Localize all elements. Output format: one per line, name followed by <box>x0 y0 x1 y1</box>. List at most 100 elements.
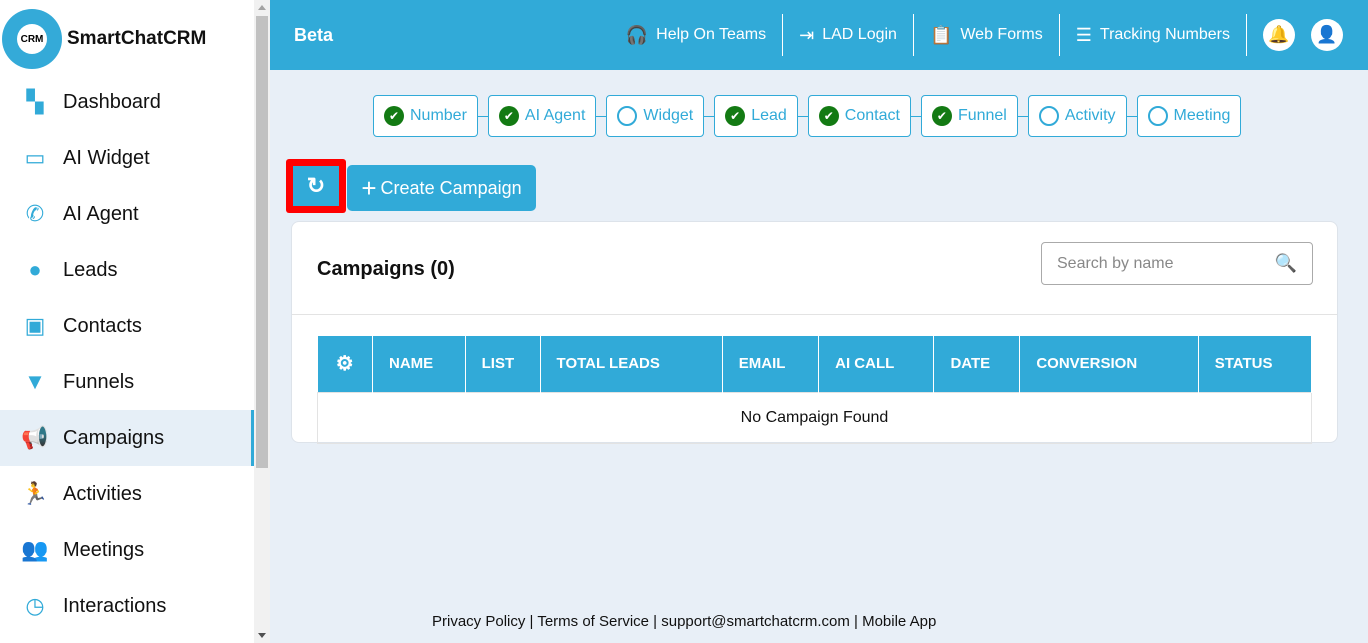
list-icon: ☰ <box>1075 24 1092 45</box>
sidebar-item-label: AI Agent <box>63 202 139 225</box>
sidebar-item-label: Meetings <box>63 538 145 561</box>
step-meeting[interactable]: Meeting <box>1136 95 1242 137</box>
phone-icon: ✆ <box>25 201 45 226</box>
scroll-thumb[interactable] <box>256 16 268 468</box>
scroll-down-icon[interactable] <box>258 633 266 638</box>
page-title: Campaigns (0) <box>317 258 455 280</box>
nav-link-label: Tracking Numbers <box>1099 26 1230 43</box>
sidebar-item-label: Dashboard <box>63 90 161 113</box>
plus-icon: + <box>361 172 377 203</box>
column-header[interactable]: EMAIL <box>722 336 820 392</box>
sidebar-scrollbar[interactable] <box>254 0 270 643</box>
sidebar-item-leads[interactable]: ● Leads <box>0 242 254 298</box>
step-connector <box>910 115 921 117</box>
step-connector <box>1126 115 1137 117</box>
nav-link-lad-login[interactable]: ⇥ LAD Login <box>783 14 914 56</box>
nav-link-tracking-numbers[interactable]: ☰ Tracking Numbers <box>1060 14 1247 56</box>
user-icon: ● <box>28 257 42 282</box>
step-label: Meeting <box>1173 107 1231 124</box>
step-connector <box>1017 115 1028 117</box>
sidebar-item-label: Funnels <box>63 370 135 393</box>
footer-links[interactable]: Privacy Policy | Terms of Service | supp… <box>432 613 937 630</box>
search-input[interactable]: Search by name 🔍 <box>1041 242 1313 285</box>
check-circle-icon: ✔ <box>384 106 404 126</box>
contacts-icon: ▣ <box>24 313 46 338</box>
refresh-icon: ↻ <box>293 166 339 206</box>
logo[interactable]: CRM SmartChatCRM <box>2 9 206 69</box>
check-circle-icon: ✔ <box>931 106 952 126</box>
search-icon[interactable]: 🔍 <box>1274 253 1297 273</box>
campaigns-card: Campaigns (0) Search by name 🔍 ⚙ NAME LIST T… <box>291 221 1338 444</box>
logo-icon: CRM <box>2 9 62 69</box>
nav-link-label: Help On Teams <box>656 26 767 43</box>
bell-icon[interactable]: 🔔 <box>1263 19 1295 51</box>
sidebar-item-label: Leads <box>63 258 118 281</box>
beta-label: Beta <box>294 25 334 45</box>
column-header[interactable]: TOTAL LEADS <box>540 336 723 392</box>
check-circle-icon: ✔ <box>498 106 519 126</box>
sidebar-item-funnels[interactable]: ▼ Funnels <box>0 354 254 410</box>
gear-icon[interactable]: ⚙ <box>317 336 373 392</box>
empty-message: No Campaign Found <box>317 391 1312 444</box>
step-ai-agent[interactable]: ✔ AI Agent <box>487 95 597 137</box>
empty-circle-icon <box>1147 106 1168 126</box>
running-icon: 🏃 <box>21 481 49 506</box>
step-activity[interactable]: Activity <box>1027 95 1127 137</box>
step-contact[interactable]: ✔ Contact <box>807 95 911 137</box>
column-header[interactable]: STATUS <box>1198 336 1313 392</box>
sidebar-item-campaigns[interactable]: 📢 Campaigns <box>0 410 254 466</box>
sidebar-item-label: Contacts <box>63 314 142 337</box>
clipboard-icon: 📋 <box>929 24 953 45</box>
step-label: Lead <box>751 107 787 124</box>
sidebar: CRM SmartChatCRM ▚ Dashboard ▭ AI Widget ✆ AI… <box>0 0 254 643</box>
megaphone-icon: 📢 <box>21 425 49 450</box>
step-label: AI Agent <box>524 107 586 124</box>
sidebar-item-contacts[interactable]: ▣ Contacts <box>0 298 254 354</box>
column-header[interactable]: NAME <box>372 336 466 392</box>
step-connector <box>596 115 607 117</box>
clock-icon: ◷ <box>25 593 45 618</box>
step-label: Widget <box>643 107 694 124</box>
step-label: Number <box>410 107 467 124</box>
divider <box>292 314 1337 315</box>
check-circle-icon: ✔ <box>818 106 839 126</box>
column-header[interactable]: LIST <box>465 336 541 392</box>
step-label: Contact <box>844 107 900 124</box>
table-row: No Campaign Found <box>317 391 1312 444</box>
refresh-button[interactable]: ↻ <box>286 159 346 213</box>
sidebar-item-dashboard[interactable]: ▚ Dashboard <box>0 74 254 130</box>
check-circle-icon: ✔ <box>725 106 746 126</box>
campaigns-table: ⚙ NAME LIST TOTAL LEADS EMAIL AI CALL DATE CONV… <box>317 336 1313 444</box>
step-lead[interactable]: ✔ Lead <box>714 95 798 137</box>
empty-circle-icon <box>617 106 638 126</box>
step-number[interactable]: ✔ Number <box>373 95 478 137</box>
create-campaign-button[interactable]: + Create Campaign <box>347 165 536 211</box>
setup-steps: ✔ Number ✔ AI Agent Widget ✔ Lead ✔ Contact ✔ Funn… <box>373 95 1242 137</box>
column-header[interactable]: DATE <box>933 336 1021 392</box>
nav-link-help-on-teams[interactable]: 🎧 Help On Teams <box>610 14 784 56</box>
sidebar-item-activities[interactable]: 🏃 Activities <box>0 466 254 522</box>
profile-avatar[interactable]: 👤 <box>1311 19 1343 51</box>
nav-link-web-forms[interactable]: 📋 Web Forms <box>914 14 1060 56</box>
headset-icon: 🎧 <box>625 24 649 45</box>
step-label: Funnel <box>957 107 1007 124</box>
sidebar-item-meetings[interactable]: 👥 Meetings <box>0 522 254 578</box>
column-header[interactable]: AI CALL <box>818 336 935 392</box>
sidebar-item-label: Activities <box>63 482 142 505</box>
step-connector <box>797 115 808 117</box>
sidebar-item-label: Campaigns <box>63 426 165 449</box>
sidebar-item-ai-widget[interactable]: ▭ AI Widget <box>0 130 254 186</box>
nav-link-label: Web Forms <box>960 26 1043 43</box>
scroll-up-icon[interactable] <box>258 5 266 10</box>
users-icon: 👥 <box>21 537 49 562</box>
sidebar-item-interactions[interactable]: ◷ Interactions <box>0 578 254 634</box>
top-bar: Beta 🎧 Help On Teams ⇥ LAD Login 📋 Web Forms ☰… <box>270 0 1368 70</box>
step-connector <box>477 115 488 117</box>
column-header[interactable]: CONVERSION <box>1019 336 1199 392</box>
dashboard-icon: ▚ <box>26 89 44 114</box>
sidebar-nav: ▚ Dashboard ▭ AI Widget ✆ AI Agent ● Leads ▣ Cont… <box>0 74 254 634</box>
login-icon: ⇥ <box>799 24 815 45</box>
sidebar-item-ai-agent[interactable]: ✆ AI Agent <box>0 186 254 242</box>
step-widget[interactable]: Widget <box>606 95 705 137</box>
step-funnel[interactable]: ✔ Funnel <box>920 95 1018 137</box>
